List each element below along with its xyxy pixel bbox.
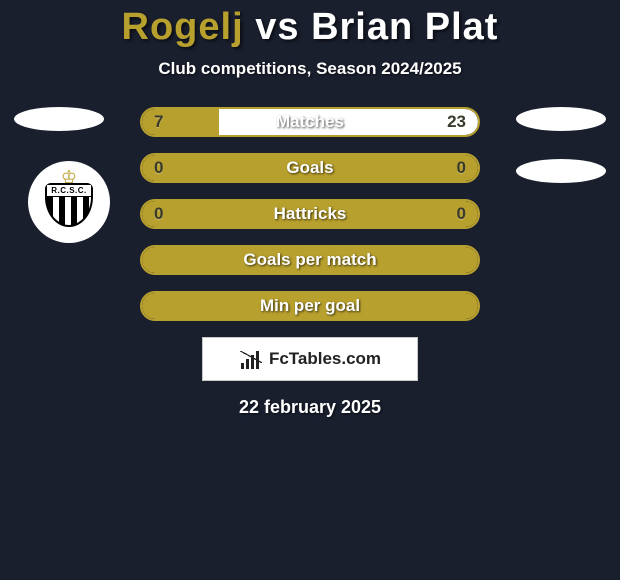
- stat-value-left: 0: [154, 158, 163, 178]
- stat-row-matches: 7 Matches 23: [140, 107, 480, 137]
- brand-text-bold: Fc: [269, 349, 289, 368]
- stat-label: Goals per match: [243, 250, 376, 270]
- player1-name: Rogelj: [122, 6, 244, 48]
- club-badge-right-small-1: [516, 107, 606, 131]
- stat-value-left: 7: [154, 112, 163, 132]
- club-crest-icon: R.C.S.C.: [45, 173, 93, 231]
- stat-label: Matches: [276, 112, 344, 132]
- vs-text: vs: [255, 6, 299, 48]
- club-badge-left: R.C.S.C.: [28, 161, 110, 243]
- club-badge-left-small: [14, 107, 104, 131]
- bar-chart-icon: [239, 349, 265, 369]
- club-badge-right-small-2: [516, 159, 606, 183]
- brand-text: FcTables.com: [269, 349, 381, 369]
- stat-row-hattricks: 0 Hattricks 0: [140, 199, 480, 229]
- stat-row-mpg: Min per goal: [140, 291, 480, 321]
- subtitle: Club competitions, Season 2024/2025: [0, 59, 620, 79]
- brand-text-rest: Tables.com: [289, 349, 381, 368]
- stat-value-left: 0: [154, 204, 163, 224]
- stat-label: Hattricks: [274, 204, 347, 224]
- stat-value-right: 0: [457, 158, 466, 178]
- stat-row-gpm: Goals per match: [140, 245, 480, 275]
- date-text: 22 february 2025: [0, 397, 620, 418]
- stat-label: Goals: [286, 158, 333, 178]
- player2-name: Brian Plat: [311, 6, 498, 48]
- stat-label: Min per goal: [260, 296, 360, 316]
- stat-value-right: 0: [457, 204, 466, 224]
- stats-area: R.C.S.C. 7 Matches 23 0 Goals 0 0 Hattri…: [0, 107, 620, 321]
- stat-row-goals: 0 Goals 0: [140, 153, 480, 183]
- crest-initials: R.C.S.C.: [47, 185, 91, 197]
- comparison-title: Rogelj vs Brian Plat: [0, 0, 620, 49]
- brand-box[interactable]: FcTables.com: [202, 337, 418, 381]
- stat-value-right: 23: [447, 112, 466, 132]
- stat-fill-right: [219, 109, 478, 135]
